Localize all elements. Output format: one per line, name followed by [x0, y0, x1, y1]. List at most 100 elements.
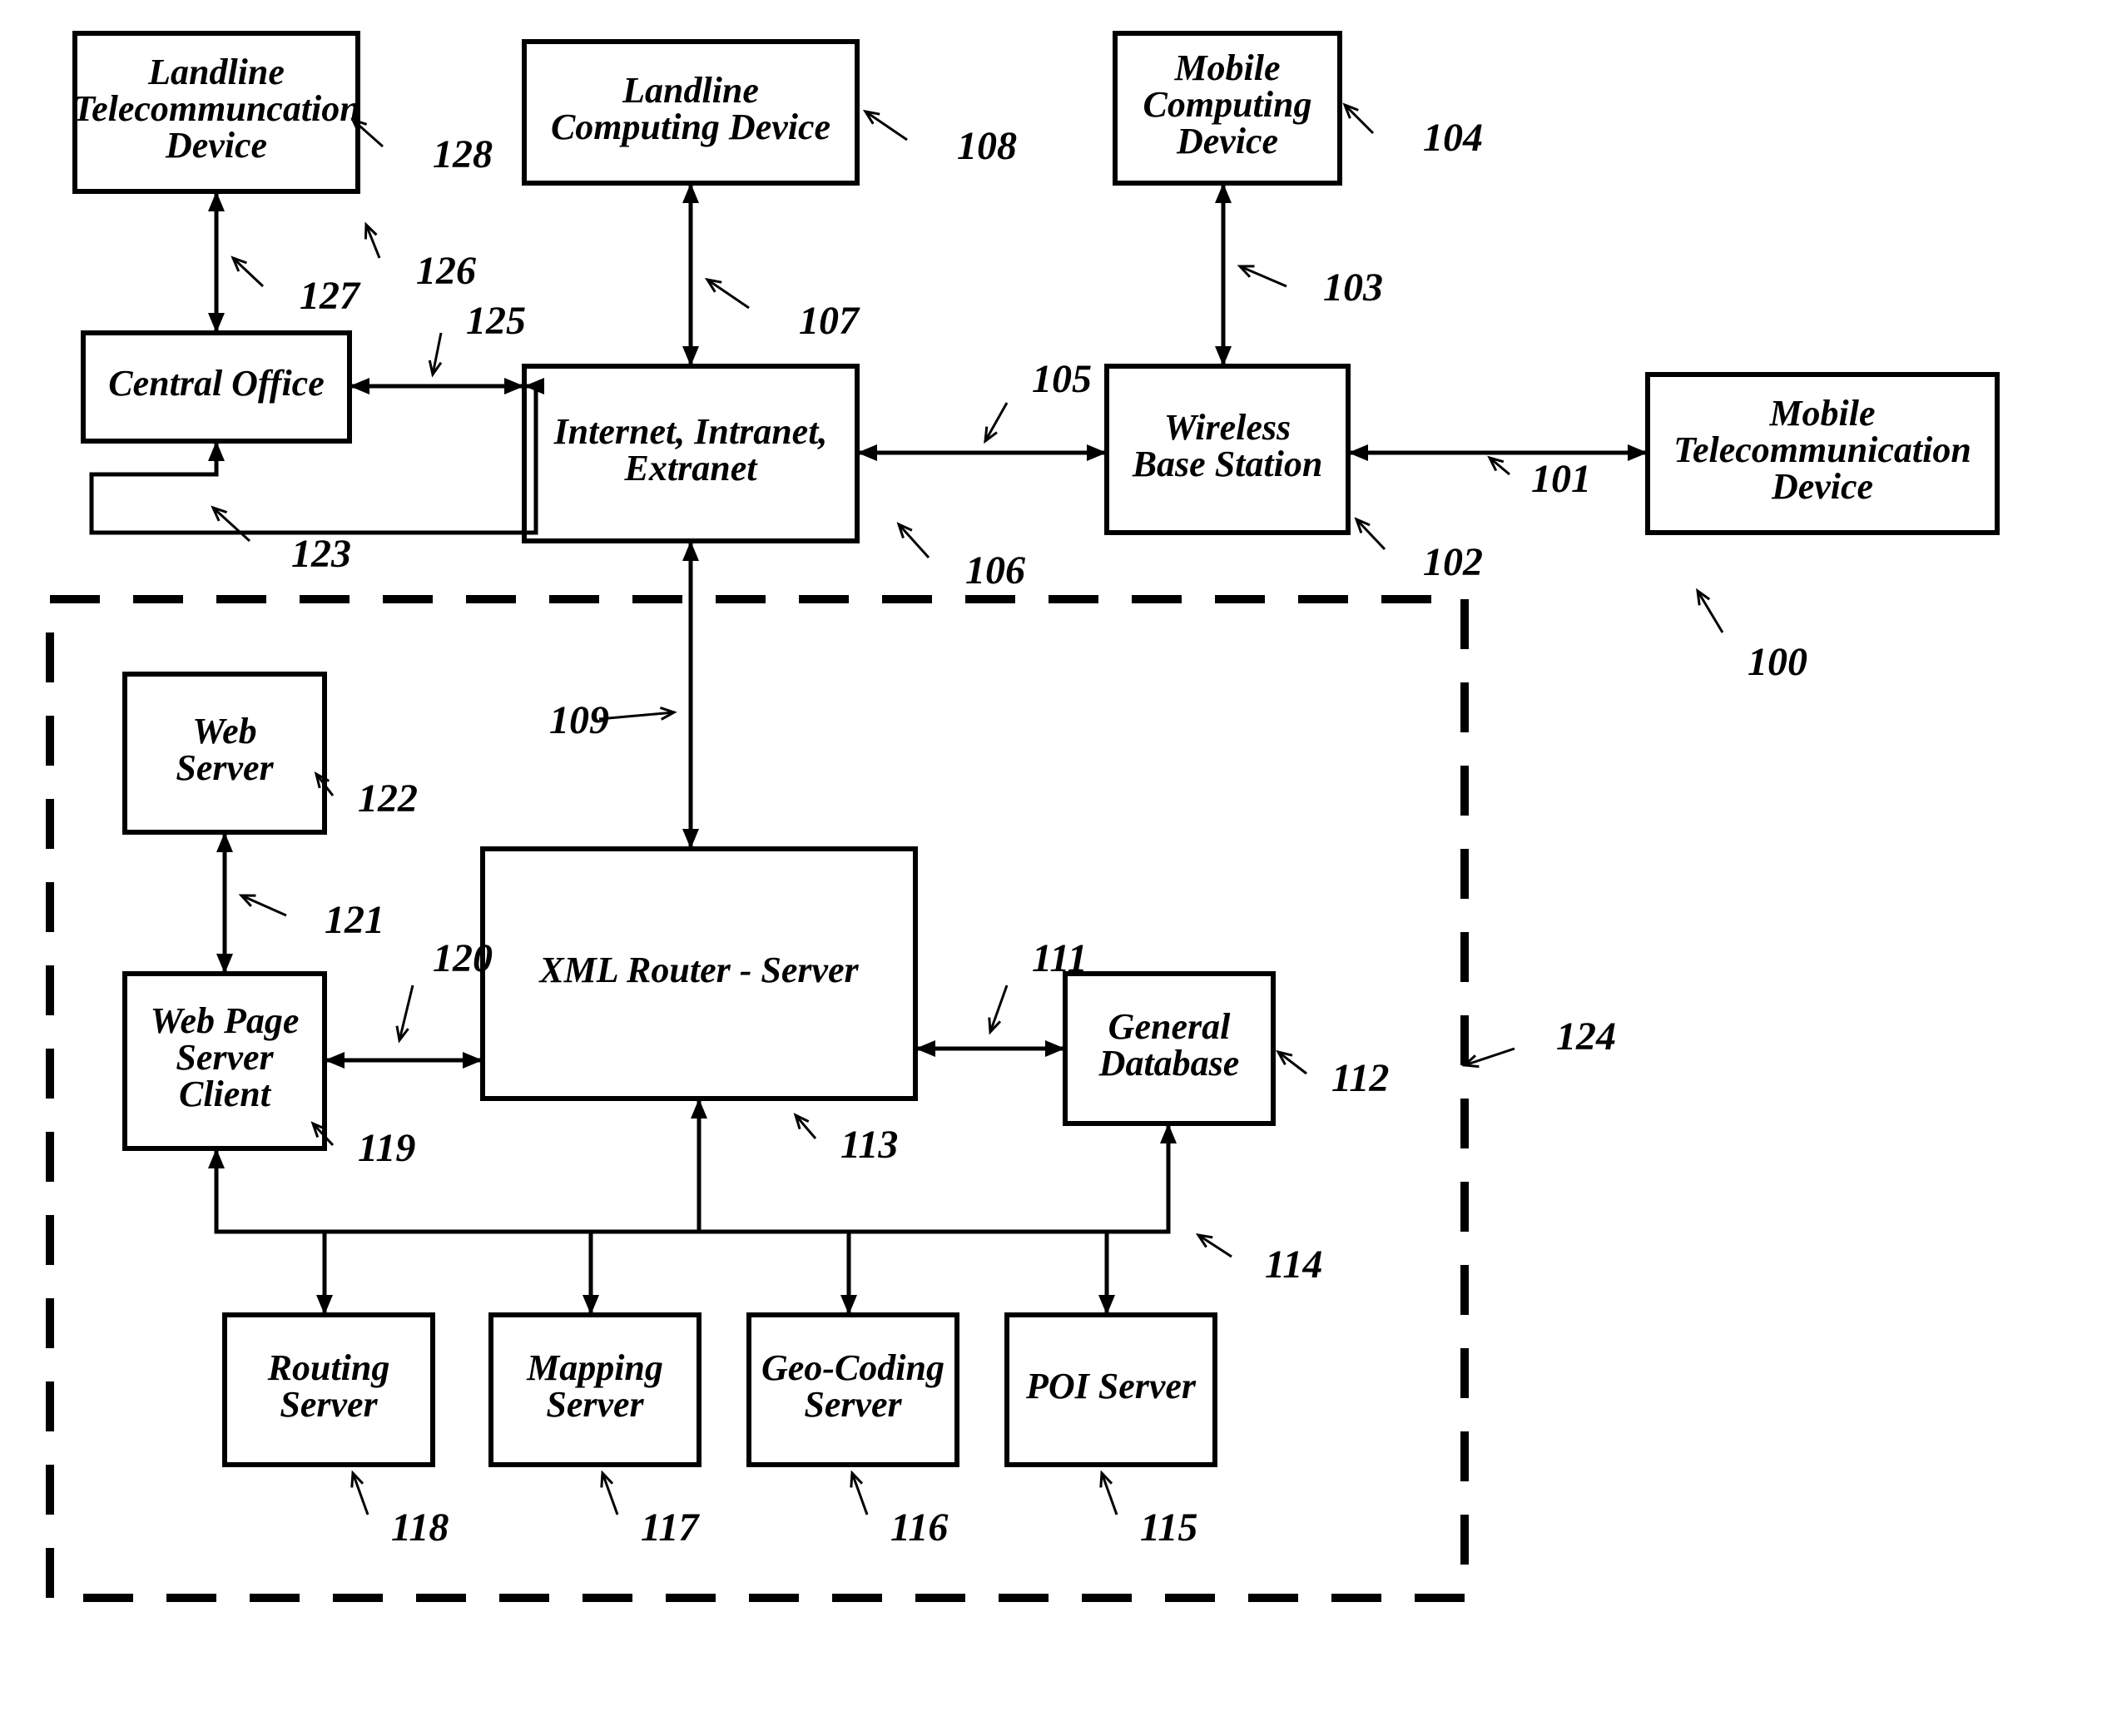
diagram-canvas: LandlineTelecommuncationDeviceLandlineCo… [0, 0, 2112, 1736]
ref-label-105: 105 [1032, 357, 1092, 401]
arrowhead [216, 954, 233, 974]
arrowhead [216, 832, 233, 852]
node-landline_comp-label: Computing Device [551, 107, 830, 147]
ref-label-121: 121 [325, 898, 384, 942]
ref-label-107: 107 [799, 299, 860, 343]
arrowhead [1215, 346, 1232, 366]
arrowhead [583, 1295, 599, 1315]
ref-label-120: 120 [433, 936, 493, 980]
node-mobile_comp-label: Device [1176, 121, 1278, 161]
ref-label-111: 111 [1032, 936, 1088, 980]
node-geocoding_server-label: Server [804, 1384, 902, 1425]
ref-label-101: 101 [1531, 457, 1591, 501]
connector [699, 1232, 849, 1315]
node-wireless_base-label: Base Station [1132, 444, 1323, 484]
ref-label-109: 109 [549, 698, 609, 742]
node-mobile_comp-label: Computing [1143, 84, 1312, 125]
arrowhead [857, 444, 877, 461]
ref-leader-111 [990, 985, 1007, 1032]
ref-label-112: 112 [1331, 1056, 1389, 1100]
node-mapping_server-label: Server [546, 1384, 644, 1425]
arrowhead [682, 541, 699, 561]
ref-label-116: 116 [890, 1505, 948, 1550]
node-general_db-label: General [1108, 1006, 1231, 1047]
arrowhead [1348, 444, 1368, 461]
node-mobile_telecom-label: Telecommunication [1673, 429, 1971, 470]
node-landline_telecom-label: Device [165, 125, 267, 166]
node-internet-label: Internet, Intranet, [553, 411, 828, 452]
ref-leader-114 [1198, 1235, 1232, 1257]
arrowhead [208, 191, 225, 211]
arrowhead [682, 829, 699, 849]
arrowhead [1098, 1295, 1115, 1315]
ref-label-117: 117 [641, 1505, 700, 1550]
ref-label-127: 127 [300, 274, 361, 318]
node-web_server-label: Web [192, 711, 256, 751]
ref-leader-100 [1698, 591, 1723, 632]
ref-label-122: 122 [358, 776, 418, 821]
arrowhead [1087, 444, 1107, 461]
connector [591, 1099, 699, 1232]
arrowhead [1045, 1040, 1065, 1057]
ref-label-103: 103 [1323, 265, 1383, 310]
ref-label-106: 106 [965, 548, 1025, 593]
arrowhead [1628, 444, 1648, 461]
ref-label-115: 115 [1140, 1505, 1197, 1550]
node-xml_router-label: XML Router - Server [538, 950, 859, 990]
ref-leader-108 [865, 112, 907, 140]
connector [216, 1148, 325, 1315]
ref-label-104: 104 [1423, 116, 1483, 160]
ref-label-100: 100 [1748, 640, 1807, 684]
ref-label-123: 123 [291, 532, 351, 576]
arrowhead [325, 1052, 345, 1069]
node-mobile_telecom-label: Mobile [1768, 393, 1875, 434]
ref-label-119: 119 [358, 1126, 415, 1170]
arrowhead [504, 378, 524, 394]
connector [849, 1232, 1107, 1315]
ref-label-102: 102 [1423, 540, 1483, 584]
arrowhead [915, 1040, 935, 1057]
node-mobile_comp-label: Mobile [1173, 47, 1280, 88]
node-landline_comp-label: Landline [622, 70, 759, 111]
node-mapping_server-label: Mapping [526, 1347, 663, 1388]
node-central_office-label: Central Office [108, 363, 325, 404]
ref-leader-104 [1345, 105, 1373, 133]
ref-label-108: 108 [957, 124, 1017, 168]
arrowhead [208, 313, 225, 333]
node-landline_telecom-label: Telecommuncation [72, 88, 360, 129]
ref-label-125: 125 [466, 299, 526, 343]
node-routing_server-label: Routing [267, 1347, 390, 1388]
node-web_server-label: Server [176, 747, 274, 788]
arrowhead [208, 441, 225, 461]
ref-leader-107 [707, 280, 749, 308]
ref-leader-105 [985, 403, 1007, 441]
arrowhead [208, 1148, 225, 1168]
arrowhead [840, 1295, 857, 1315]
ref-leader-121 [241, 895, 286, 915]
arrowhead [691, 1099, 707, 1118]
arrowhead [682, 183, 699, 203]
node-web_page_client-label: Server [176, 1037, 274, 1078]
arrowhead [316, 1295, 333, 1315]
ref-label-113: 113 [840, 1123, 898, 1167]
node-geocoding_server-label: Geo-Coding [761, 1347, 944, 1388]
ref-leader-127 [233, 258, 263, 286]
node-internet-label: Extranet [624, 448, 759, 489]
arrowhead [682, 346, 699, 366]
ref-leader-106 [899, 524, 929, 558]
node-landline_telecom-label: Landline [147, 52, 285, 92]
ref-label-114: 114 [1265, 1242, 1322, 1287]
arrowhead [350, 378, 369, 394]
arrowhead [1160, 1123, 1177, 1143]
node-mobile_telecom-label: Device [1771, 466, 1873, 507]
connector [1107, 1123, 1168, 1232]
arrowhead [1215, 183, 1232, 203]
ref-label-118: 118 [391, 1505, 449, 1550]
node-routing_server-label: Server [280, 1384, 378, 1425]
arrowhead [463, 1052, 483, 1069]
ref-leader-102 [1356, 519, 1385, 549]
node-wireless_base-label: Wireless [1164, 407, 1291, 448]
node-poi_server-label: POI Server [1025, 1366, 1197, 1406]
ref-leader-103 [1240, 266, 1287, 286]
node-web_page_client-label: Client [179, 1074, 272, 1114]
